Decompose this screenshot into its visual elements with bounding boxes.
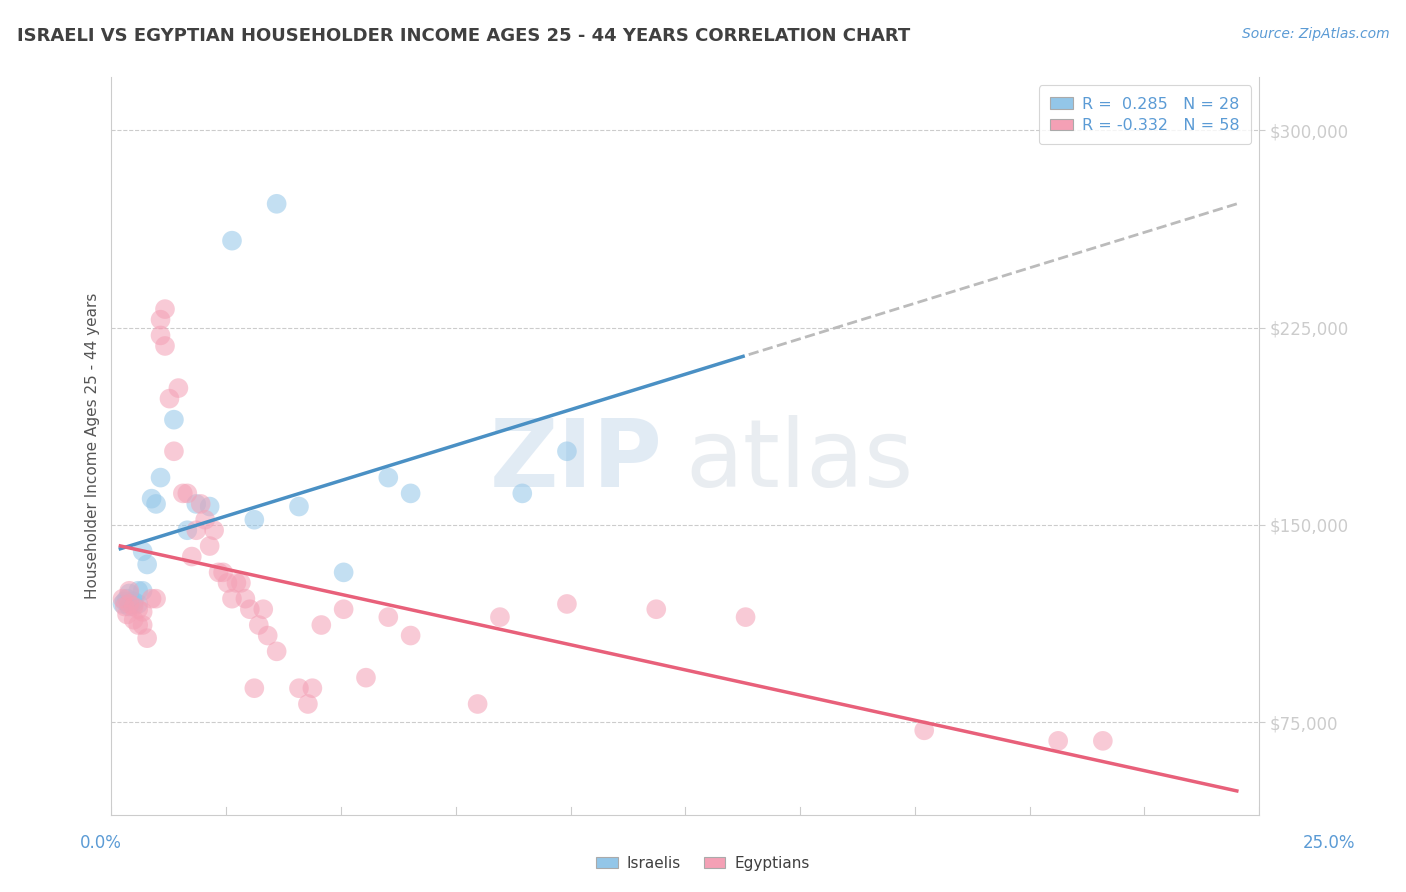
Point (229, 575, 252, 590)
Point (1091, 734, 1114, 748)
Point (163, 412, 186, 426)
Point (176, 486, 198, 500)
Point (136, 631, 159, 645)
Point (288, 500, 311, 514)
Point (149, 470, 172, 484)
Point (912, 723, 935, 738)
Point (122, 594, 145, 608)
Point (131, 618, 153, 632)
Point (159, 392, 181, 406)
Legend: Israelis, Egyptians: Israelis, Egyptians (591, 850, 815, 877)
Point (1047, 734, 1070, 748)
Point (297, 697, 319, 711)
Point (149, 328, 172, 343)
Point (190, 497, 212, 511)
Point (127, 618, 149, 632)
Text: 25.0%: 25.0% (1302, 834, 1355, 852)
Point (172, 486, 194, 500)
Point (377, 610, 399, 624)
Point (354, 671, 377, 685)
Point (510, 486, 533, 500)
Point (122, 597, 145, 611)
Point (118, 599, 141, 614)
Point (377, 470, 399, 484)
Point (266, 196, 288, 211)
Point (131, 544, 153, 558)
Point (115, 607, 138, 622)
Point (115, 591, 138, 606)
Point (141, 491, 163, 506)
Point (114, 599, 136, 614)
Point (332, 602, 354, 616)
Point (645, 602, 668, 616)
Point (266, 644, 288, 658)
Point (176, 523, 198, 537)
Point (131, 583, 153, 598)
Text: Source: ZipAtlas.com: Source: ZipAtlas.com (1241, 27, 1389, 41)
Point (118, 597, 141, 611)
Point (225, 575, 247, 590)
Point (127, 597, 149, 611)
Point (288, 681, 311, 696)
Point (145, 497, 167, 511)
Point (256, 628, 278, 642)
Point (180, 549, 202, 564)
Point (734, 610, 756, 624)
Point (221, 234, 243, 248)
Point (131, 605, 153, 619)
Point (207, 566, 229, 580)
Point (221, 591, 243, 606)
Point (114, 594, 136, 608)
Text: 0.0%: 0.0% (80, 834, 122, 852)
Point (118, 586, 141, 600)
Point (247, 618, 270, 632)
Point (122, 599, 145, 614)
Point (186, 497, 208, 511)
Point (235, 591, 257, 606)
Point (399, 486, 422, 500)
Point (118, 583, 141, 598)
Point (555, 597, 578, 611)
Text: atlas: atlas (685, 415, 914, 507)
Point (136, 558, 159, 572)
Point (149, 312, 172, 326)
Point (198, 500, 221, 514)
Point (243, 681, 266, 696)
Point (186, 523, 208, 537)
Point (467, 697, 489, 711)
Point (332, 566, 354, 580)
Point (217, 575, 239, 590)
Point (111, 591, 134, 606)
Point (243, 513, 266, 527)
Point (145, 591, 167, 606)
Point (555, 444, 578, 458)
Point (399, 628, 422, 642)
Point (311, 618, 333, 632)
Point (301, 681, 323, 696)
Point (167, 381, 190, 395)
Legend: R =  0.285   N = 28, R = -0.332   N = 58: R = 0.285 N = 28, R = -0.332 N = 58 (1039, 86, 1251, 145)
Point (194, 513, 217, 527)
Point (239, 602, 262, 616)
Point (202, 523, 225, 537)
Point (127, 583, 149, 598)
Point (127, 602, 149, 616)
Point (212, 566, 235, 580)
Point (252, 602, 274, 616)
Point (489, 610, 512, 624)
Point (163, 444, 186, 458)
Point (153, 302, 176, 317)
Y-axis label: Householder Income Ages 25 - 44 years: Householder Income Ages 25 - 44 years (86, 293, 100, 599)
Point (141, 591, 163, 606)
Point (153, 339, 176, 353)
Point (198, 539, 221, 553)
Text: ISRAELI VS EGYPTIAN HOUSEHOLDER INCOME AGES 25 - 44 YEARS CORRELATION CHART: ISRAELI VS EGYPTIAN HOUSEHOLDER INCOME A… (17, 27, 910, 45)
Point (111, 597, 134, 611)
Text: ZIP: ZIP (489, 415, 662, 507)
Point (122, 613, 145, 627)
